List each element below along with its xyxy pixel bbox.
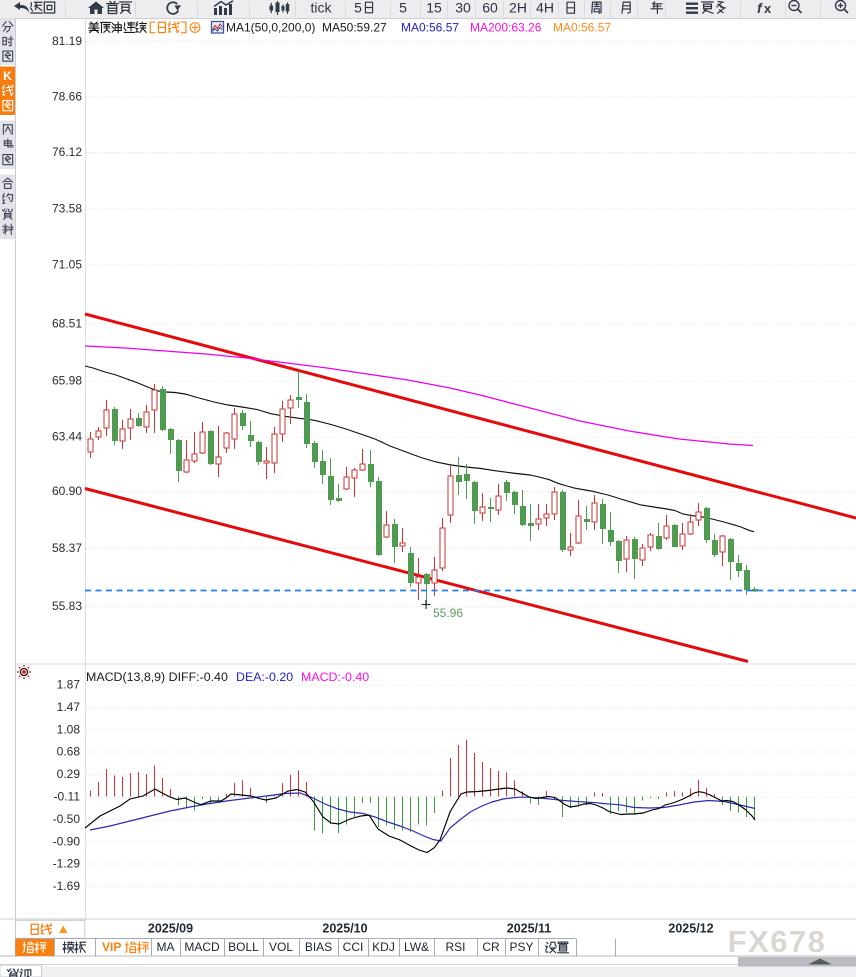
svg-text:MACD: MACD (184, 940, 220, 954)
svg-text:15: 15 (426, 0, 442, 16)
svg-text:65.98: 65.98 (52, 374, 82, 388)
svg-text:-0.90: -0.90 (53, 834, 81, 848)
svg-text:73.58: 73.58 (52, 201, 82, 215)
svg-text:2H: 2H (509, 0, 527, 16)
svg-text:5: 5 (399, 0, 407, 16)
svg-text:-0.50: -0.50 (53, 812, 81, 826)
svg-text:DEA:-0.20: DEA:-0.20 (236, 670, 293, 684)
svg-text:30: 30 (455, 0, 471, 16)
svg-text:KDJ: KDJ (372, 940, 395, 954)
svg-text:2025/11: 2025/11 (507, 922, 552, 936)
svg-text:FX678: FX678 (728, 924, 827, 959)
svg-text:55.96: 55.96 (433, 606, 463, 620)
svg-text:1.87: 1.87 (57, 678, 81, 692)
svg-text:76.12: 76.12 (52, 145, 82, 159)
svg-text:4H: 4H (536, 0, 554, 16)
svg-text:5: 5 (354, 0, 362, 16)
svg-text:MA: MA (157, 940, 175, 954)
svg-text:CR: CR (482, 940, 500, 954)
svg-text:MACD(13,8,9) DIFF:-0.40: MACD(13,8,9) DIFF:-0.40 (86, 670, 228, 684)
svg-text:81.19: 81.19 (52, 34, 82, 48)
svg-text:78.66: 78.66 (52, 90, 82, 104)
svg-text:MACD:-0.40: MACD:-0.40 (301, 670, 369, 684)
svg-text:MA50:59.27: MA50:59.27 (322, 21, 387, 35)
svg-text:60.90: 60.90 (52, 484, 82, 498)
svg-text:BIAS: BIAS (305, 940, 332, 954)
svg-text:VOL: VOL (269, 940, 293, 954)
svg-text:58.37: 58.37 (52, 541, 82, 555)
svg-text:2025/10: 2025/10 (322, 922, 367, 936)
svg-text:x: x (764, 1, 772, 16)
svg-text:1.47: 1.47 (57, 700, 81, 714)
svg-text:55.83: 55.83 (52, 599, 82, 613)
svg-text:63.44: 63.44 (52, 429, 82, 443)
svg-text:68.51: 68.51 (52, 317, 82, 331)
svg-text:-1.69: -1.69 (53, 879, 81, 893)
svg-text:2025/12: 2025/12 (668, 922, 713, 936)
svg-text:-1.29: -1.29 (53, 857, 81, 871)
svg-text:tick: tick (311, 0, 333, 16)
svg-text:PSY: PSY (509, 940, 533, 954)
svg-text:-0.11: -0.11 (54, 790, 81, 804)
svg-text:K: K (3, 69, 12, 83)
svg-text:71.05: 71.05 (52, 257, 82, 271)
svg-text:MA0:56.57: MA0:56.57 (553, 21, 611, 35)
svg-text:VIP: VIP (102, 940, 121, 954)
svg-text:0.68: 0.68 (57, 745, 81, 759)
svg-text:BOLL: BOLL (228, 940, 259, 954)
svg-text:f: f (757, 0, 763, 16)
svg-text:60: 60 (482, 0, 498, 16)
svg-text:RSI: RSI (445, 940, 465, 954)
svg-text:2025/09: 2025/09 (148, 922, 193, 936)
svg-text:LW&: LW& (404, 940, 429, 954)
svg-text:MA0:56.57: MA0:56.57 (401, 21, 459, 35)
svg-text:MA1(50,0,200,0): MA1(50,0,200,0) (226, 21, 315, 35)
svg-text:MA200:63.26: MA200:63.26 (470, 21, 542, 35)
svg-text:CCI: CCI (343, 940, 364, 954)
svg-text:1.08: 1.08 (57, 722, 81, 736)
svg-text:0.29: 0.29 (57, 767, 81, 781)
